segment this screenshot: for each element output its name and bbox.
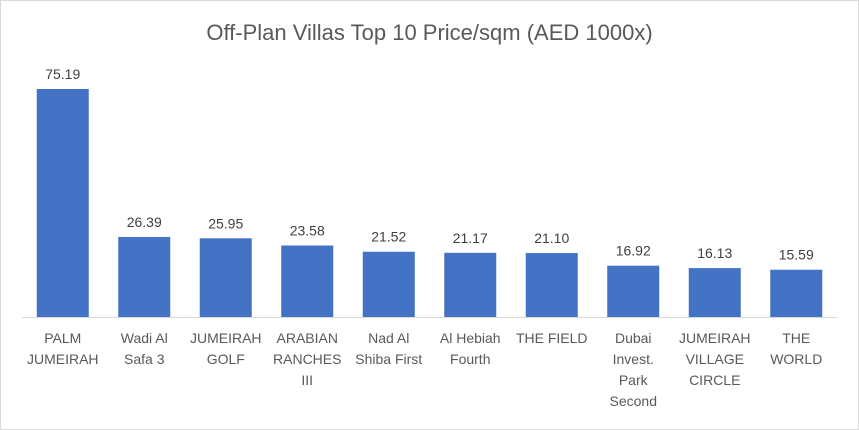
bar — [36, 89, 89, 317]
x-tick-label: PALM JUMEIRAH — [27, 330, 99, 367]
x-tick-label: Al Hebiah Fourth — [440, 330, 501, 367]
data-label: 15.59 — [779, 247, 814, 263]
bar — [118, 236, 171, 317]
bar — [444, 252, 497, 317]
bar — [525, 253, 578, 317]
data-label: 16.92 — [616, 243, 651, 259]
bar — [688, 268, 741, 317]
x-tick-label: JUMEIRAH VILLAGE CIRCLE — [679, 330, 751, 388]
bar — [770, 269, 823, 317]
bar — [607, 265, 660, 317]
x-tick-label: Wadi Al Safa 3 — [121, 330, 168, 367]
x-tick-label: ARABIAN RANCHES III — [273, 330, 341, 388]
data-label: 21.52 — [371, 229, 406, 245]
x-tick-label: JUMEIRAH GOLF — [190, 330, 262, 367]
data-label: 26.39 — [127, 214, 162, 230]
data-label: 25.95 — [208, 215, 243, 231]
x-tick-label: THE FIELD — [516, 330, 588, 346]
data-label: 21.17 — [453, 230, 488, 246]
data-label: 23.58 — [290, 222, 325, 238]
x-tick-label: Dubai Invest. Park Second — [610, 330, 657, 409]
x-tick-label: THE WORLD — [770, 330, 822, 367]
bar — [281, 245, 334, 317]
x-tick-label: Nad Al Shiba First — [355, 330, 422, 367]
bar — [362, 251, 415, 317]
bar — [199, 238, 252, 317]
data-label: 16.13 — [697, 245, 732, 261]
chart-title: Off-Plan Villas Top 10 Price/sqm (AED 10… — [206, 20, 653, 45]
data-label: 21.10 — [534, 230, 569, 246]
data-label: 75.19 — [45, 66, 80, 82]
